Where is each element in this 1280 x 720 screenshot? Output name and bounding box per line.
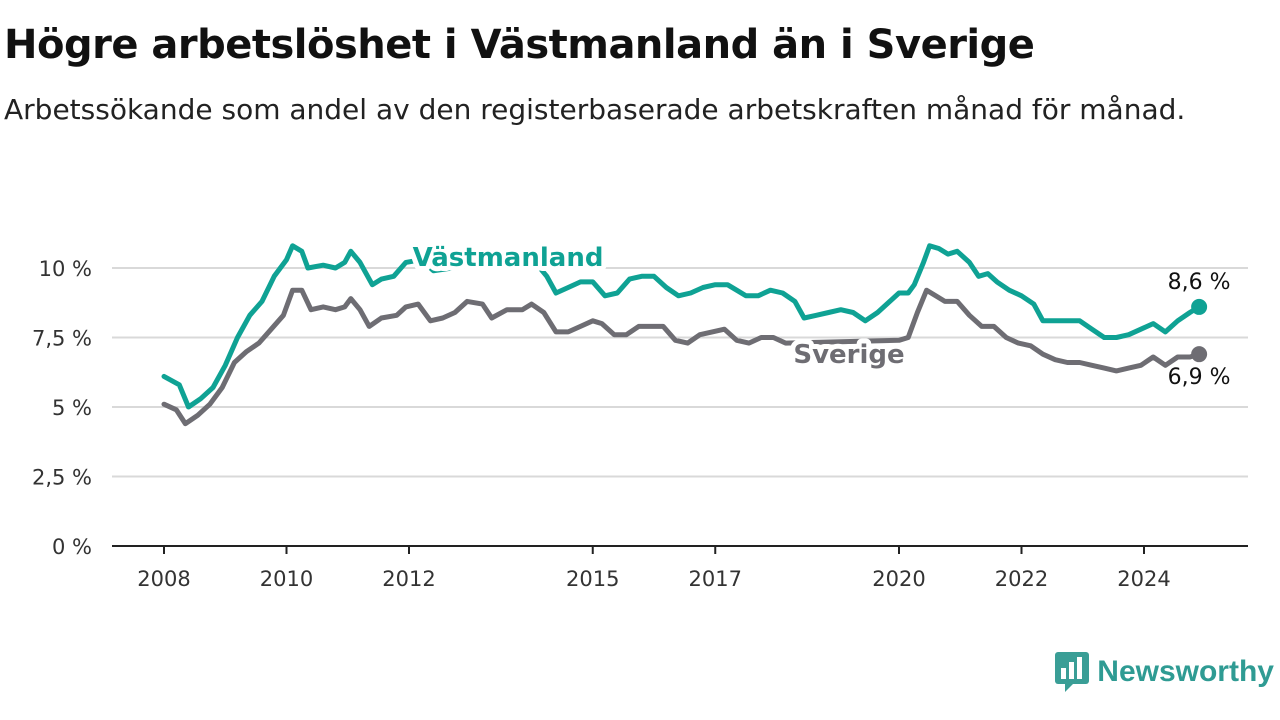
x-tick-label: 2022 [995, 567, 1048, 591]
series-lines [161, 243, 1208, 427]
x-tick-label: 2024 [1117, 567, 1170, 591]
y-tick-label: 5 % [52, 396, 92, 420]
series-name-label: Sverige [793, 340, 904, 370]
y-axis-ticks: 0 % 2,5 % 5 % 7,5 % 10 % [32, 257, 92, 559]
brand-name: Newsworthy [1097, 655, 1274, 688]
series-name-halo: Sverige [793, 340, 904, 370]
series-labels: VästmanlandVästmanlandSverigeSverige8,6 … [408, 238, 1231, 390]
series-line-västmanland [161, 243, 1202, 410]
y-tick-label: 0 % [52, 535, 92, 559]
series-name-label: Västmanland [413, 243, 604, 273]
brand-logo[interactable]: Newsworthy [1055, 652, 1274, 692]
series-line-sverige [161, 287, 1202, 427]
x-tick-label: 2010 [260, 567, 313, 591]
x-tick-label: 2012 [382, 567, 435, 591]
end-point-marker [1191, 346, 1208, 363]
gridlines [112, 267, 1248, 547]
y-tick-label: 2,5 % [32, 466, 92, 490]
x-tick-label: 2015 [566, 567, 619, 591]
series-name-halo: Västmanland [413, 243, 604, 273]
y-tick-label: 10 % [39, 257, 92, 281]
end-point-marker [1191, 298, 1208, 315]
end-value-label: 6,9 % [1168, 365, 1231, 390]
x-axis-ticks: 2008 2010 2012 2015 2017 2020 2022 2024 [137, 546, 1171, 591]
chart-subtitle: Arbetssökande som andel av den registerb… [4, 93, 1186, 126]
y-tick-label: 7,5 % [32, 327, 92, 351]
chart-title: Högre arbetslöshet i Västmanland än i Sv… [4, 22, 1035, 68]
bar-chart-speech-icon [1055, 652, 1090, 692]
x-tick-label: 2020 [872, 567, 925, 591]
x-tick-label: 2008 [137, 567, 190, 591]
x-tick-label: 2017 [689, 567, 742, 591]
end-value-label: 8,6 % [1168, 270, 1231, 295]
